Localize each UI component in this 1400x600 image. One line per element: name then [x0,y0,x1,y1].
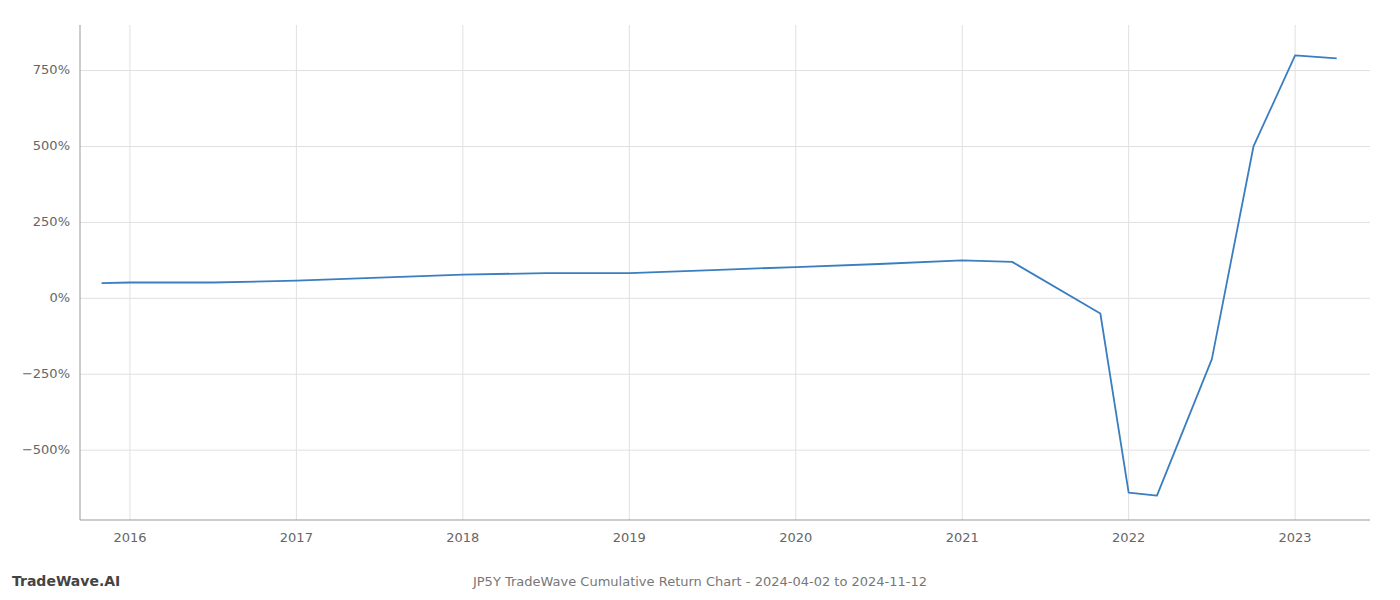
x-axis-line [80,520,1370,521]
y-tick-label: 750% [33,62,70,77]
y-grid-line [80,374,1370,375]
x-grid-line [1295,25,1296,520]
x-tick-label: 2017 [280,530,313,545]
tick-labels: −500% −250% 0% 250% 500% 750% 2016 2017 2018 2019… [22,62,1312,545]
y-tick-label: 250% [33,214,70,229]
y-grid-line [80,222,1370,223]
y-grid-line [80,298,1370,299]
grid [80,25,1370,520]
x-tick-label: 2019 [613,530,646,545]
x-tick-label: 2023 [1279,530,1312,545]
y-tick-label: −250% [22,366,70,381]
x-tick-label: 2020 [779,530,812,545]
chart-svg: −500% −250% 0% 250% 500% 750% 2016 2017 2018 2019… [0,0,1400,600]
watermark: TradeWave.AI [12,573,120,589]
chart-container: −500% −250% 0% 250% 500% 750% 2016 2017 2018 2019… [0,0,1400,600]
data-line [102,55,1337,495]
x-grid-line [462,25,463,520]
y-tick-label: −500% [22,442,70,457]
y-tick-label: 500% [33,138,70,153]
x-grid-line [962,25,963,520]
x-grid-line [296,25,297,520]
chart-title: JP5Y TradeWave Cumulative Return Chart -… [472,574,927,589]
y-tick-label: 0% [49,290,70,305]
y-grid-line [80,450,1370,451]
y-grid-line [80,70,1370,71]
x-tick-label: 2016 [113,530,146,545]
plot-area [102,55,1337,495]
x-tick-label: 2021 [946,530,979,545]
x-tick-label: 2022 [1112,530,1145,545]
y-grid-line [80,146,1370,147]
x-tick-label: 2018 [446,530,479,545]
x-grid-line [795,25,796,520]
background [0,0,1400,600]
y-axis-line [80,25,81,520]
x-grid-line [1128,25,1129,520]
x-grid-line [129,25,130,520]
